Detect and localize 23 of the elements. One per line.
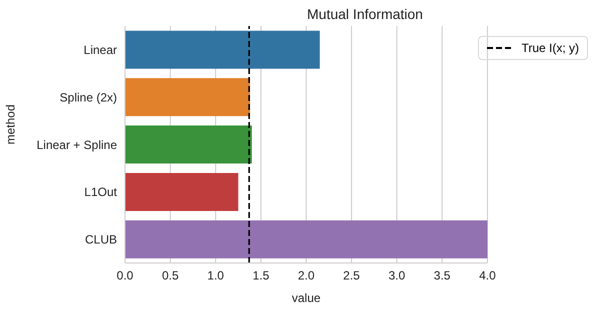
x-tick-label: 3.0 bbox=[388, 268, 406, 283]
bar bbox=[125, 30, 320, 69]
x-tick-label: 3.5 bbox=[434, 268, 451, 283]
ref-line-label: True I(x; y) bbox=[521, 41, 579, 55]
x-axis-title: value bbox=[292, 291, 321, 305]
bar bbox=[125, 172, 238, 211]
bar bbox=[125, 78, 250, 116]
chart-title: Mutual Information bbox=[306, 6, 424, 22]
x-tick-label: 0.5 bbox=[162, 268, 179, 283]
bar bbox=[125, 220, 488, 258]
x-tick-label: 4.0 bbox=[479, 268, 496, 283]
y-tick-label: Spline (2x) bbox=[60, 90, 117, 104]
y-tick-label: Linear + Spline bbox=[36, 138, 118, 152]
x-tick-label: 0.0 bbox=[116, 268, 134, 283]
y-axis-title: method bbox=[3, 104, 18, 144]
x-tick-label: 2.5 bbox=[343, 268, 360, 283]
y-tick-label: CLUB bbox=[84, 232, 117, 247]
x-tick-label: 2.0 bbox=[298, 268, 315, 283]
y-tick-label: Linear bbox=[84, 42, 117, 57]
x-tick-label: 1.5 bbox=[252, 268, 270, 283]
bar bbox=[125, 126, 252, 164]
y-tick-label: L1Out bbox=[84, 185, 118, 200]
x-tick-label: 1.0 bbox=[207, 268, 224, 283]
